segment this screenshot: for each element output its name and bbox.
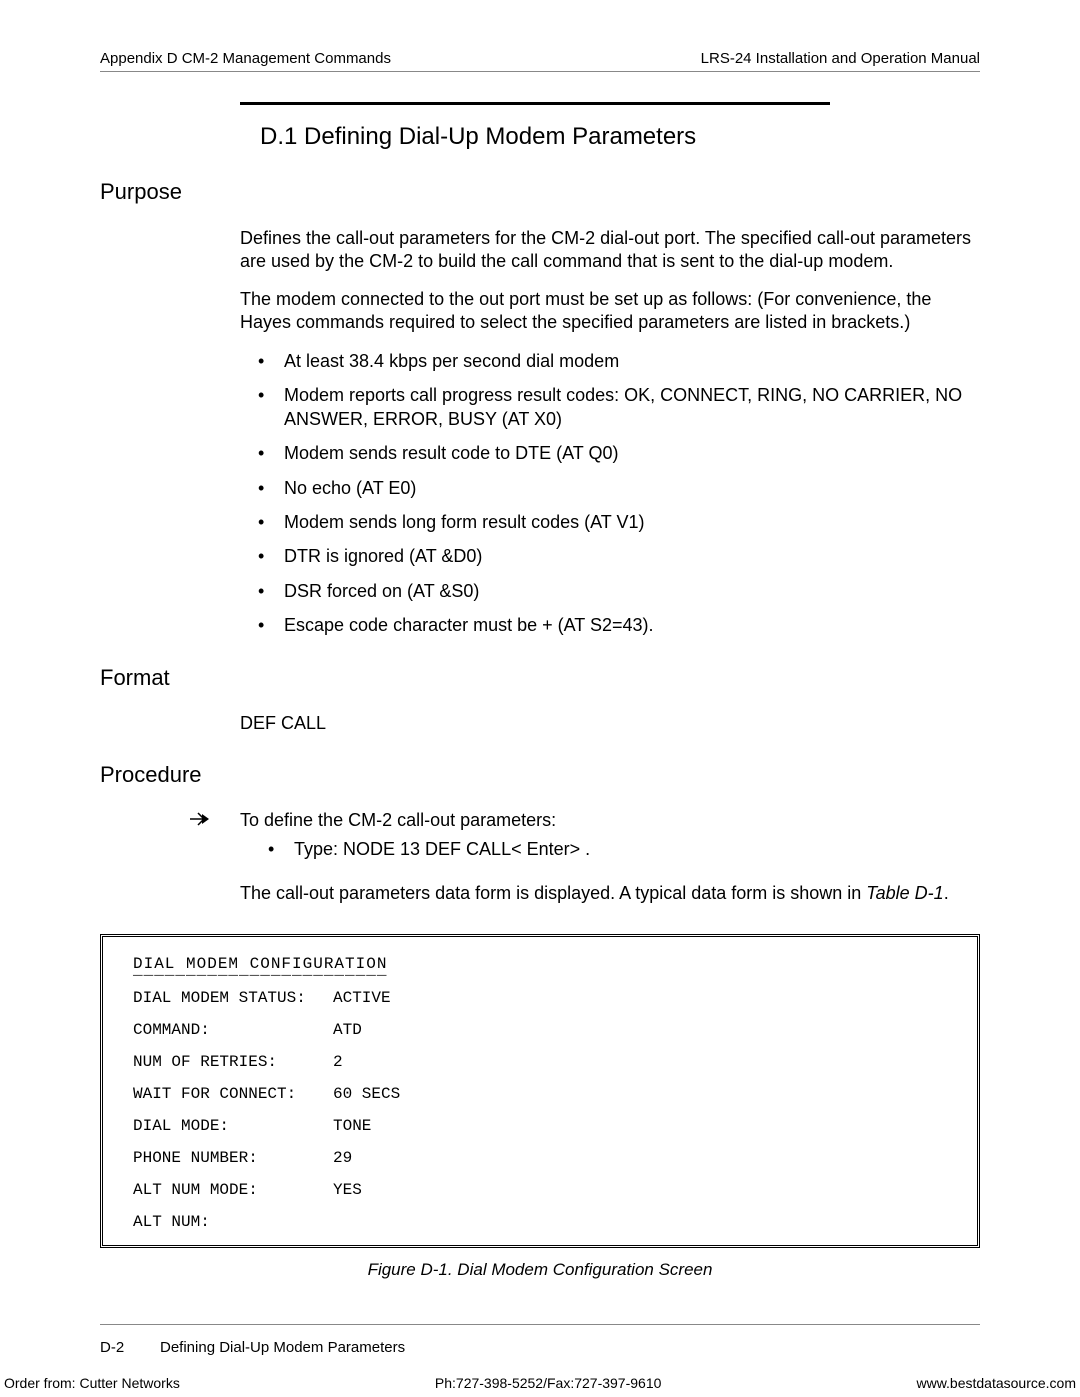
- footer-title: Defining Dial-Up Modem Parameters: [160, 1339, 405, 1356]
- config-value: 2: [333, 1053, 343, 1071]
- procedure-tail-c: .: [944, 883, 949, 903]
- bullet-item: DTR is ignored (AT &D0): [258, 544, 980, 568]
- bottom-center: Ph:727-398-5252/Fax:727-397-9610: [435, 1375, 662, 1391]
- procedure-heading: Procedure: [100, 762, 980, 788]
- config-label: NUM OF RETRIES:: [133, 1053, 333, 1071]
- bullet-item: Modem sends result code to DTE (AT Q0): [258, 441, 980, 465]
- config-value: TONE: [333, 1117, 371, 1135]
- config-row: PHONE NUMBER:29: [133, 1149, 947, 1167]
- config-box: DIAL MODEM CONFIGURATION _______________…: [100, 934, 980, 1248]
- config-value: 29: [333, 1149, 352, 1167]
- procedure-lead: To define the CM-2 call-out parameters:: [240, 810, 556, 831]
- config-row: DIAL MODE:TONE: [133, 1117, 947, 1135]
- config-row: COMMAND:ATD: [133, 1021, 947, 1039]
- config-value: 60 SECS: [333, 1085, 400, 1103]
- bullet-item: DSR forced on (AT &S0): [258, 579, 980, 603]
- figure-caption: Figure D-1. Dial Modem Configuration Scr…: [100, 1260, 980, 1280]
- page-header: Appendix D CM-2 Management Commands LRS-…: [100, 50, 980, 72]
- bullet-item: Escape code character must be + (AT S2=4…: [258, 613, 980, 637]
- bullet-item: Modem reports call progress result codes…: [258, 383, 980, 432]
- bullet-item: Modem sends long form result codes (AT V…: [258, 510, 980, 534]
- bullet-item: At least 38.4 kbps per second dial modem: [258, 349, 980, 373]
- config-value: ACTIVE: [333, 989, 391, 1007]
- procedure-step: Type: NODE 13 DEF CALL< Enter> .: [268, 839, 980, 860]
- config-label: PHONE NUMBER:: [133, 1149, 333, 1167]
- purpose-para-1: Defines the call-out parameters for the …: [240, 227, 980, 274]
- purpose-bullet-list: At least 38.4 kbps per second dial modem…: [258, 349, 980, 638]
- header-right: LRS-24 Installation and Operation Manual: [701, 50, 980, 67]
- config-row: ALT NUM MODE:YES: [133, 1181, 947, 1199]
- config-label: COMMAND:: [133, 1021, 333, 1039]
- header-left: Appendix D CM-2 Management Commands: [100, 50, 391, 67]
- procedure-tail: The call-out parameters data form is dis…: [240, 882, 980, 905]
- section-rule: [240, 102, 830, 105]
- config-row: ALT NUM:: [133, 1213, 947, 1231]
- procedure-table-ref: Table D-1: [866, 883, 943, 903]
- config-label: DIAL MODEM STATUS:: [133, 989, 333, 1007]
- bullet-item: No echo (AT E0): [258, 476, 980, 500]
- config-label: DIAL MODE:: [133, 1117, 333, 1135]
- procedure-arrow-icon: [100, 810, 240, 831]
- config-label: ALT NUM MODE:: [133, 1181, 333, 1199]
- bottom-right: www.bestdatasource.com: [916, 1375, 1076, 1391]
- config-value: ATD: [333, 1021, 362, 1039]
- bottom-bar: Order from: Cutter Networks Ph:727-398-5…: [0, 1375, 1080, 1391]
- procedure-tail-a: The call-out parameters data form is dis…: [240, 883, 866, 903]
- config-title-underline: ________________________: [133, 961, 947, 979]
- config-row: WAIT FOR CONNECT:60 SECS: [133, 1085, 947, 1103]
- footer-rule: [100, 1324, 980, 1325]
- bottom-left: Order from: Cutter Networks: [4, 1375, 180, 1391]
- footer-row: D-2 Defining Dial-Up Modem Parameters: [100, 1339, 980, 1356]
- procedure-step-list: Type: NODE 13 DEF CALL< Enter> .: [268, 839, 980, 860]
- purpose-para-2: The modem connected to the out port must…: [240, 288, 980, 335]
- config-label: WAIT FOR CONNECT:: [133, 1085, 333, 1103]
- config-row: DIAL MODEM STATUS:ACTIVE: [133, 989, 947, 1007]
- config-value: YES: [333, 1181, 362, 1199]
- format-heading: Format: [100, 665, 980, 691]
- config-label: ALT NUM:: [133, 1213, 333, 1231]
- config-row: NUM OF RETRIES:2: [133, 1053, 947, 1071]
- footer-page-number: D-2: [100, 1339, 160, 1356]
- purpose-heading: Purpose: [100, 179, 980, 205]
- section-title: D.1 Defining Dial-Up Modem Parameters: [260, 123, 980, 151]
- format-value: DEF CALL: [240, 713, 980, 734]
